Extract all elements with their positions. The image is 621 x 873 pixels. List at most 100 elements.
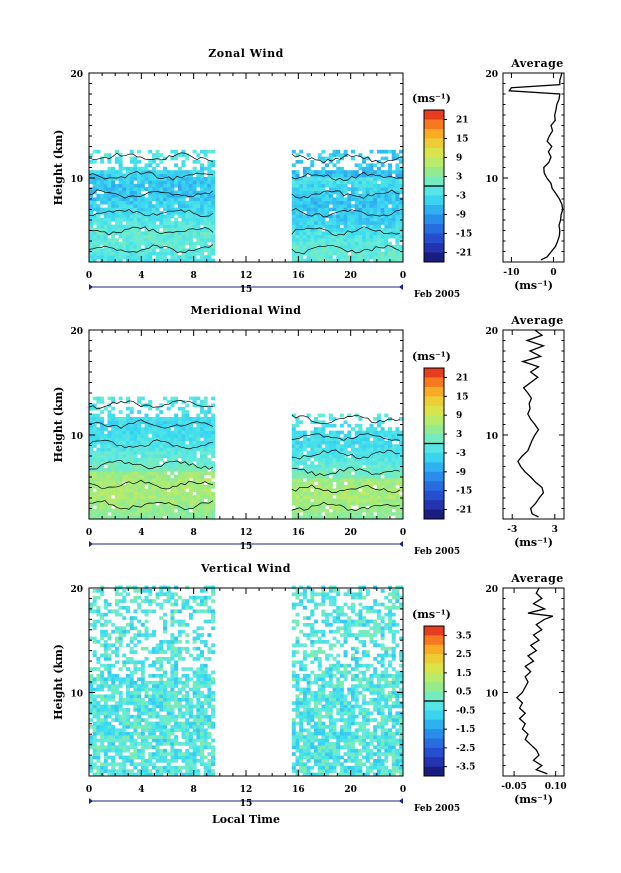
colorbar-tick-label: 3.5: [456, 631, 472, 641]
average-x-label: (ms⁻¹): [514, 536, 553, 549]
average-x-tick-label: 0.10: [545, 782, 567, 792]
x-tick-label: 0: [400, 271, 406, 281]
average-profile-line: [508, 72, 564, 261]
colorbar-tick-label: -21: [456, 249, 472, 259]
average-x-tick-label: -10: [503, 268, 519, 278]
date-label: 15: [240, 799, 253, 809]
y-tick-label: 10: [70, 175, 83, 185]
x-tick-label: 12: [240, 785, 253, 795]
average-title: Average: [510, 57, 564, 70]
x-tick-label: 8: [191, 785, 197, 795]
average-panel: Average 10 20 -10 0(ms⁻¹): [485, 57, 565, 292]
average-panel: Average 10 20 -3 3(ms⁻¹): [485, 314, 565, 549]
average-x-label: (ms⁻¹): [514, 279, 553, 292]
x-tick-label: 20: [344, 785, 357, 795]
average-y-tick-label: 20: [485, 327, 498, 337]
x-tick-label: 0: [86, 271, 92, 281]
colorbar-tick-label: 21: [456, 373, 469, 383]
month-label: Feb 2005: [414, 290, 460, 300]
colorbar-unit: (ms⁻¹): [412, 350, 451, 363]
y-tick-label: 10: [70, 689, 83, 699]
colorbar-unit: (ms⁻¹): [412, 92, 451, 105]
heatmap-cells: [88, 149, 404, 263]
average-y-tick-label: 20: [485, 70, 498, 80]
x-tick-label: 4: [138, 528, 144, 538]
x-tick-label: 0: [400, 528, 406, 538]
colorbar-tick-label: 15: [456, 392, 469, 402]
x-tick-label: 4: [138, 785, 144, 795]
panel-title: Meridional Wind: [190, 304, 301, 317]
average-panel: Average 10 20 -0.05 0.10(ms⁻¹): [485, 572, 566, 806]
colorbar-tick-label: 15: [456, 135, 469, 145]
x-tick-label: 8: [191, 528, 197, 538]
colorbar-tick-label: 2.5: [456, 650, 472, 660]
average-x-tick-label: 0: [550, 268, 556, 278]
colorbar-tick-label: -21: [456, 506, 472, 516]
panel-title: Vertical Wind: [200, 562, 291, 575]
date-label: 15: [240, 542, 253, 552]
y-axis-label: Height (km): [52, 387, 65, 463]
average-title: Average: [510, 314, 564, 327]
x-tick-label: 12: [240, 528, 253, 538]
colorbar-tick-label: -9: [456, 468, 466, 478]
month-label: Feb 2005: [414, 547, 460, 557]
colorbar-tick-label: -9: [456, 211, 466, 221]
x-tick-label: 8: [191, 271, 197, 281]
average-profile-line: [515, 587, 554, 775]
colorbar-tick-label: -1.5: [456, 725, 475, 735]
colorbar: 3.5 2.5 1.5 0.5 -0.5 -1.5 -2.5 -3.5 (ms⁻¹): [412, 608, 475, 777]
average-profile-line: [517, 329, 546, 518]
colorbar-tick-label: -2.5: [456, 744, 475, 754]
average-y-tick-label: 10: [485, 689, 498, 699]
colorbar-tick-label: -15: [456, 230, 472, 240]
x-axis-label: Local Time: [212, 813, 280, 826]
colorbar-tick-label: 0.5: [456, 688, 472, 698]
x-tick-label: 20: [344, 271, 357, 281]
average-frame: [502, 72, 565, 263]
average-y-tick-label: 10: [485, 175, 498, 185]
colorbar-tick-label: 21: [456, 116, 469, 126]
x-tick-label: 4: [138, 271, 144, 281]
average-x-label: (ms⁻¹): [514, 793, 553, 806]
colorbar-tick-label: -3: [456, 192, 466, 202]
panel-1: Zonal Wind 0 4 8 12 16 20 0 10 20 Height (km) 15 Feb…: [52, 47, 565, 300]
colorbar-tick-label: 9: [456, 411, 462, 421]
y-axis-label: Height (km): [52, 644, 65, 720]
y-tick-label: 10: [70, 432, 83, 442]
x-tick-label: 0: [400, 785, 406, 795]
x-tick-label: 16: [292, 785, 305, 795]
panel-3: Vertical Wind 0 4 8 12 16 20 0 10 20 Height (km) 15…: [52, 562, 567, 826]
x-tick-label: 20: [344, 528, 357, 538]
average-x-tick-label: -0.05: [501, 782, 527, 792]
colorbar-unit: (ms⁻¹): [412, 608, 451, 621]
colorbar-tick-label: 9: [456, 154, 462, 164]
colorbar: 21 15 9 3 -3 -9 -15 -21 (ms⁻¹): [412, 92, 472, 263]
average-title: Average: [510, 572, 564, 585]
average-x-tick-label: 3: [552, 525, 558, 535]
month-label: Feb 2005: [414, 804, 460, 814]
colorbar-tick-label: -15: [456, 487, 472, 497]
average-x-tick-label: -3: [507, 525, 517, 535]
x-tick-label: 0: [86, 785, 92, 795]
panel-2: Meridional Wind 0 4 8 12 16 20 0 10 20 Height (km)…: [52, 304, 565, 557]
heatmap-cells: [88, 396, 404, 520]
y-tick-label: 20: [70, 327, 83, 337]
x-tick-label: 12: [240, 271, 253, 281]
colorbar-tick-label: -0.5: [456, 706, 475, 716]
panel-title: Zonal Wind: [208, 47, 284, 60]
average-y-tick-label: 20: [485, 585, 498, 595]
y-tick-label: 20: [70, 585, 83, 595]
colorbar-tick-label: 3: [456, 430, 462, 440]
y-axis-label: Height (km): [52, 130, 65, 206]
date-label: 15: [240, 285, 253, 295]
average-y-tick-label: 10: [485, 432, 498, 442]
x-tick-label: 16: [292, 528, 305, 538]
colorbar-tick-label: -3: [456, 449, 466, 459]
colorbar-tick-label: 1.5: [456, 669, 472, 679]
y-tick-label: 20: [70, 70, 83, 80]
heatmap-cells: [89, 585, 404, 777]
x-tick-label: 0: [86, 528, 92, 538]
colorbar-tick-label: -3.5: [456, 763, 475, 773]
x-tick-label: 16: [292, 271, 305, 281]
